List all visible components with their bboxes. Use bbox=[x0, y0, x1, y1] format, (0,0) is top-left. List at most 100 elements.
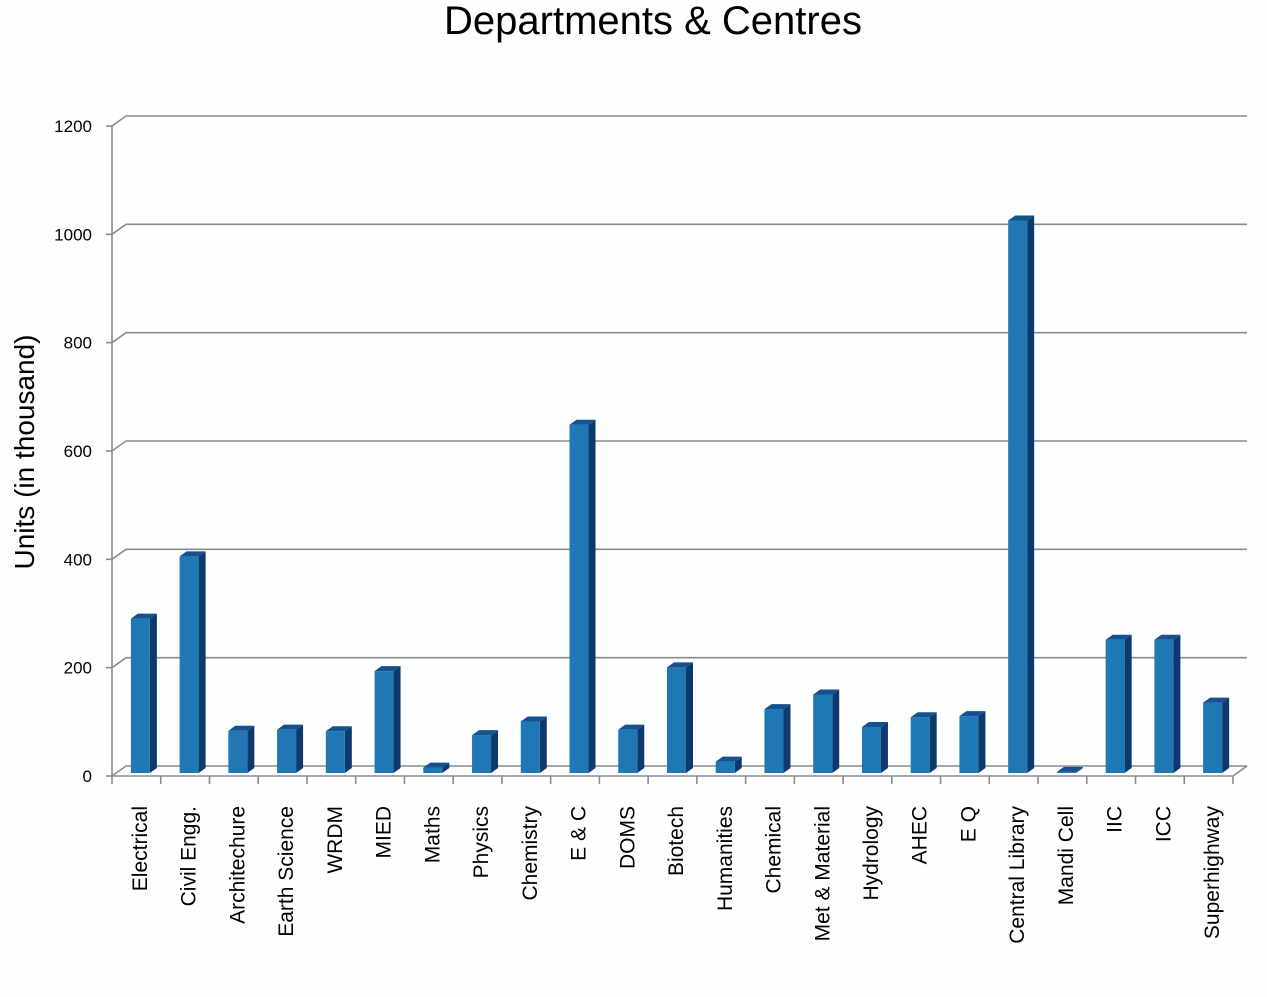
y-tick-label: 600 bbox=[64, 442, 92, 461]
bar-side bbox=[734, 756, 742, 773]
bar-top bbox=[1203, 697, 1230, 703]
gridline bbox=[111, 115, 1247, 127]
bar bbox=[910, 712, 937, 773]
bar-top bbox=[277, 724, 304, 730]
bar-side bbox=[929, 712, 937, 773]
bar-top bbox=[959, 711, 986, 717]
bar-front bbox=[618, 729, 638, 773]
bar-top bbox=[179, 551, 206, 557]
bar bbox=[277, 724, 304, 773]
bar bbox=[618, 724, 645, 773]
bar bbox=[813, 689, 840, 773]
bar-top bbox=[764, 704, 791, 710]
x-category-label: Mandi Cell bbox=[1055, 806, 1078, 905]
bar bbox=[325, 726, 352, 773]
bar-front bbox=[423, 767, 443, 773]
bar-side bbox=[491, 730, 499, 773]
x-category-label: Biotech bbox=[665, 806, 688, 876]
bar-top bbox=[374, 666, 401, 672]
bar-top bbox=[861, 721, 888, 727]
bar-top bbox=[130, 613, 157, 619]
bar-front bbox=[130, 618, 150, 773]
bar-front bbox=[228, 730, 248, 773]
x-category-label: E Q bbox=[957, 806, 980, 842]
y-tick-labels: 0 200 400 600 800 1000 1200 bbox=[54, 117, 92, 786]
bar bbox=[569, 419, 596, 773]
bar-side bbox=[393, 666, 401, 773]
gridline bbox=[111, 656, 1247, 669]
bar-side bbox=[588, 419, 596, 773]
y-axis-label: Units (in thousand) bbox=[9, 334, 40, 569]
bar-side bbox=[832, 689, 840, 773]
bar-front bbox=[325, 731, 345, 773]
bar-front bbox=[179, 556, 199, 773]
bar-front bbox=[472, 735, 492, 773]
bar bbox=[520, 716, 547, 773]
bar-top bbox=[472, 730, 499, 736]
bar-side bbox=[198, 551, 206, 773]
x-category-label: DOMS bbox=[616, 806, 639, 869]
bar bbox=[715, 756, 742, 773]
gridline bbox=[111, 331, 1247, 344]
bar bbox=[764, 704, 791, 773]
bar-side bbox=[1173, 634, 1181, 773]
bar-front bbox=[1203, 702, 1223, 773]
bar-side bbox=[149, 613, 157, 773]
x-category-label: Architechure bbox=[226, 806, 249, 924]
bar-front bbox=[520, 721, 540, 773]
bar-front bbox=[1056, 771, 1076, 773]
y-tick-label: 0 bbox=[83, 767, 92, 786]
y-tick-label: 1000 bbox=[54, 225, 92, 244]
bar-side bbox=[686, 662, 693, 773]
bar bbox=[472, 730, 499, 773]
bar-front bbox=[715, 761, 735, 773]
bar-front bbox=[569, 424, 589, 773]
bar-side bbox=[296, 724, 304, 773]
bar bbox=[1056, 766, 1083, 773]
y-tick-label: 200 bbox=[64, 659, 92, 678]
y-tick-label: 400 bbox=[64, 550, 92, 569]
bar bbox=[861, 721, 888, 773]
bar-front bbox=[1105, 639, 1125, 773]
bar-side bbox=[1075, 766, 1083, 773]
x-category-label: Electrical bbox=[129, 806, 152, 891]
gridlines bbox=[111, 115, 1247, 777]
bar-top bbox=[569, 419, 596, 425]
bar-top bbox=[813, 689, 840, 695]
y-tick-label: 800 bbox=[64, 334, 92, 353]
bar-top bbox=[715, 756, 742, 762]
bar-top bbox=[423, 762, 450, 768]
bar-side bbox=[539, 716, 547, 773]
bar-front bbox=[910, 717, 930, 773]
bar-side bbox=[880, 721, 888, 773]
x-category-label: Central Library bbox=[1006, 806, 1029, 944]
bar-front bbox=[1154, 639, 1174, 773]
bar-top bbox=[1008, 215, 1035, 221]
bar-top bbox=[667, 662, 693, 668]
x-category-label: Met & Material bbox=[811, 806, 834, 941]
bar-side bbox=[1027, 215, 1035, 773]
bar-front bbox=[667, 667, 686, 773]
bar-top bbox=[228, 725, 255, 731]
bars bbox=[130, 215, 1230, 773]
x-category-label: WRDM bbox=[324, 806, 347, 874]
bar-front bbox=[861, 726, 881, 773]
bar bbox=[130, 613, 157, 773]
bar-front bbox=[374, 671, 394, 773]
bar bbox=[1154, 634, 1181, 773]
bar-side bbox=[247, 725, 255, 773]
x-axis-depth-line bbox=[1232, 765, 1248, 777]
bar-front bbox=[813, 694, 833, 773]
bar bbox=[1008, 215, 1035, 773]
x-category-label: Physics bbox=[470, 806, 493, 878]
x-category-label: Hydrology bbox=[860, 806, 883, 901]
bar-side bbox=[442, 762, 450, 773]
bar bbox=[959, 711, 986, 773]
x-category-label: Chemical bbox=[763, 806, 786, 894]
bar bbox=[423, 762, 450, 773]
bar-side bbox=[1222, 697, 1230, 773]
bar-top bbox=[520, 716, 547, 722]
bar-side bbox=[1124, 634, 1132, 773]
x-category-label: E & C bbox=[568, 806, 591, 861]
